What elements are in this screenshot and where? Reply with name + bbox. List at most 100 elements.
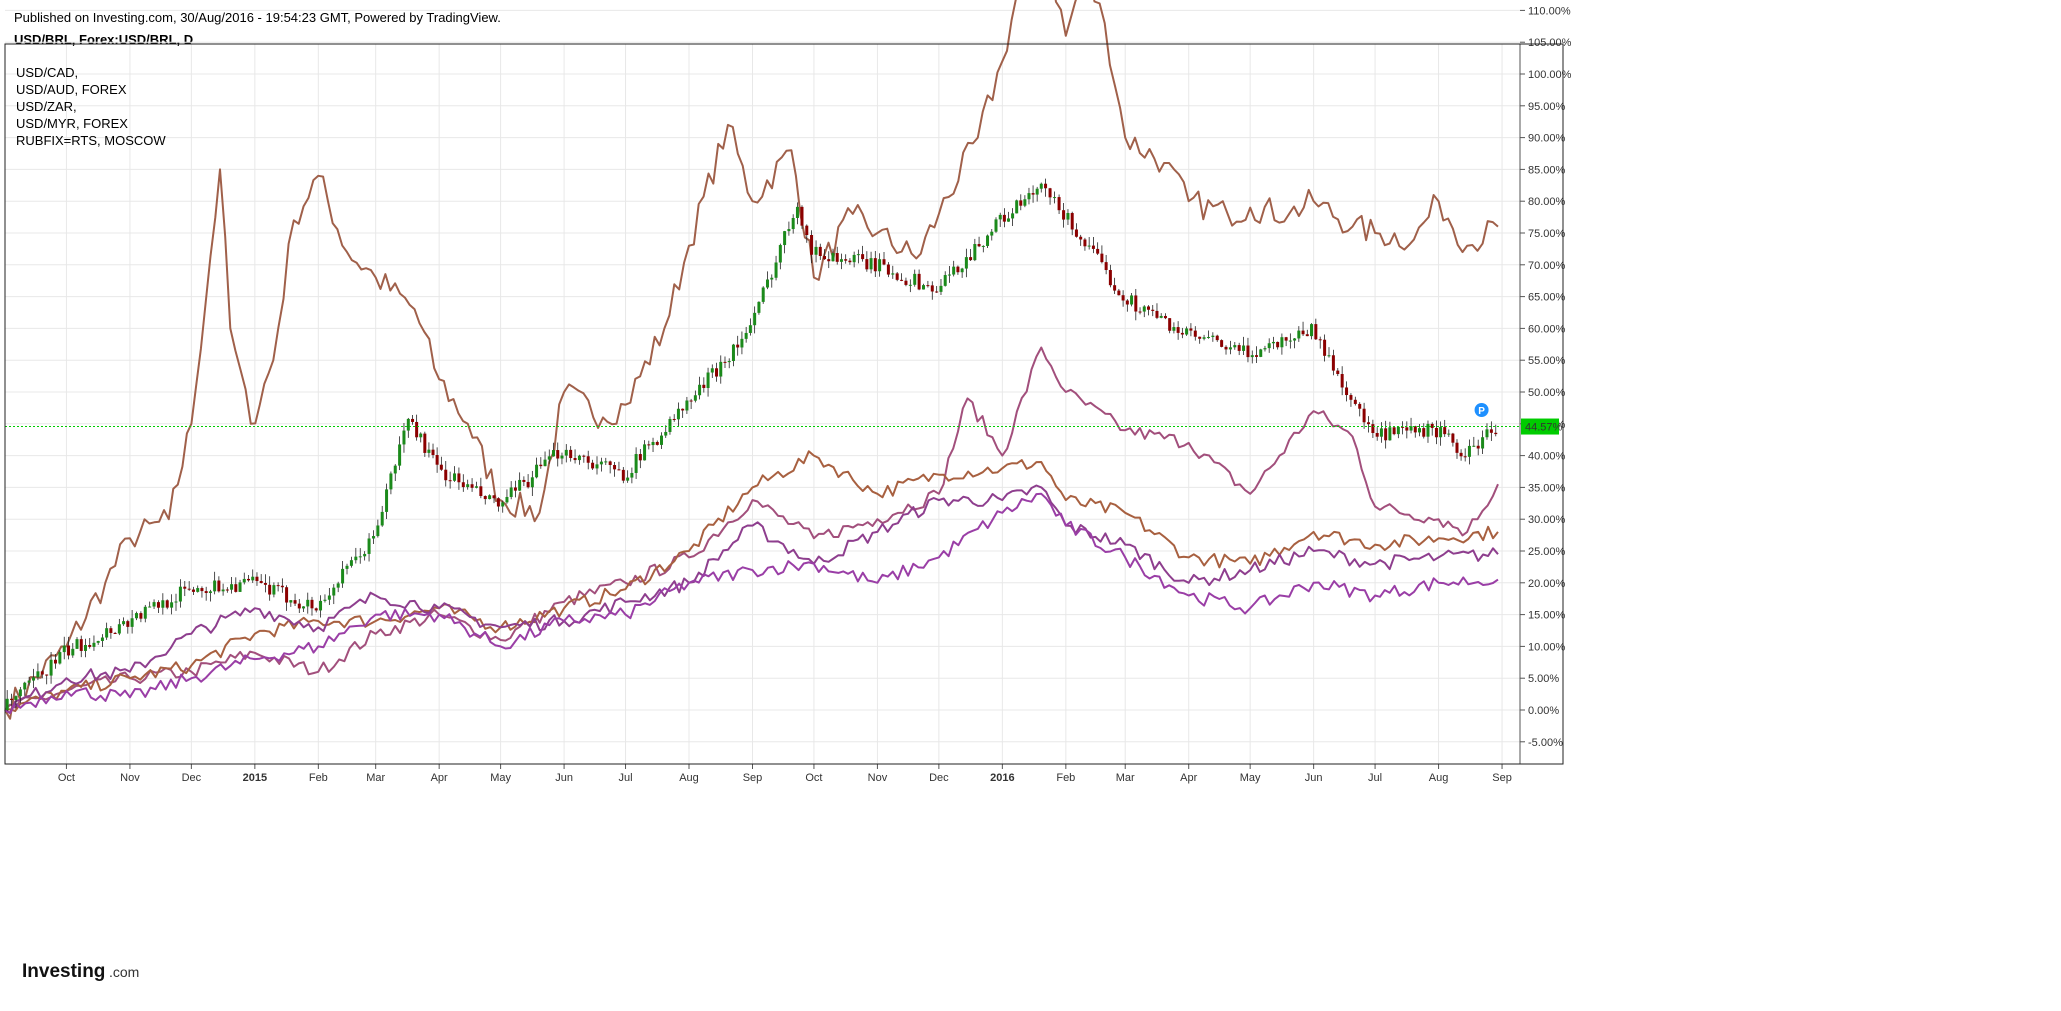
- investing-logo[interactable]: Investing .com: [22, 961, 139, 982]
- candle-body: [582, 455, 586, 457]
- candle-body: [488, 495, 492, 500]
- candle-body: [466, 484, 470, 488]
- candle-body: [217, 580, 221, 592]
- candle-body: [225, 589, 229, 591]
- candle-body: [165, 600, 169, 608]
- price-marker[interactable]: P: [1474, 402, 1489, 417]
- candle-body: [431, 449, 435, 456]
- candle-body: [886, 264, 890, 275]
- x-tick-label: Jul: [618, 772, 632, 784]
- candle-body: [62, 645, 66, 653]
- candle-body: [1288, 340, 1292, 342]
- candle-body: [427, 449, 431, 453]
- candle-body: [917, 273, 921, 290]
- candle-body: [655, 441, 659, 445]
- candle-body: [1091, 245, 1095, 249]
- candle-body: [435, 455, 439, 465]
- candle-body: [1392, 427, 1396, 435]
- candle-body: [1104, 262, 1108, 271]
- x-tick-label: Mar: [366, 772, 385, 784]
- candle-body: [586, 456, 590, 463]
- candle-body: [1366, 422, 1370, 425]
- candle-body: [1138, 311, 1142, 313]
- candle-body: [560, 455, 564, 459]
- price-marker-icon[interactable]: [1474, 402, 1489, 417]
- y-tick-label: 15.00%: [1528, 610, 1566, 622]
- candle-body: [358, 556, 362, 558]
- legend-item: USD/AUD, FOREX: [16, 82, 127, 97]
- x-tick-label: Oct: [58, 772, 75, 784]
- candle-body: [1250, 355, 1254, 358]
- y-tick-label: 60.00%: [1528, 323, 1566, 335]
- candle-body: [823, 256, 827, 260]
- candle-body: [852, 254, 856, 263]
- candle-body: [1070, 213, 1074, 230]
- candle-body: [778, 245, 782, 263]
- candle-body: [1314, 324, 1318, 340]
- series-line-cad: [4, 450, 1499, 712]
- candle-body: [1443, 427, 1447, 435]
- candle-body: [444, 469, 448, 481]
- candle-body: [1340, 374, 1344, 388]
- candle-body: [731, 344, 735, 362]
- candle-body: [947, 274, 951, 276]
- candle-body: [865, 259, 869, 270]
- candle-body: [1375, 432, 1379, 437]
- candle-body: [419, 433, 423, 438]
- candle-body: [234, 584, 238, 592]
- candle-body: [1246, 345, 1250, 358]
- y-tick-label: 100.00%: [1528, 69, 1572, 81]
- candle-body: [336, 583, 340, 588]
- candle-body: [1331, 355, 1335, 371]
- candle-body: [238, 582, 242, 592]
- candle-body: [1066, 213, 1070, 220]
- candle-body: [415, 421, 419, 438]
- candle-body: [530, 477, 534, 488]
- candle-body: [626, 477, 630, 481]
- candle-body: [36, 671, 40, 678]
- candle-body: [1254, 355, 1258, 357]
- candle-body: [183, 586, 187, 589]
- candle-body: [698, 384, 702, 396]
- candle-body: [280, 585, 284, 588]
- candle-body: [457, 473, 461, 483]
- candle-body: [1053, 197, 1057, 199]
- candle-body: [268, 584, 272, 595]
- candle-body: [1353, 399, 1357, 404]
- candle-body: [100, 637, 104, 641]
- candle-body: [1280, 337, 1284, 348]
- candle-body: [1074, 229, 1078, 237]
- candle-body: [1100, 253, 1104, 263]
- y-tick-label: 55.00%: [1528, 355, 1566, 367]
- candle-body: [1113, 285, 1117, 291]
- candle-body: [960, 268, 964, 273]
- candle-body: [139, 613, 143, 619]
- series-layer: [4, 0, 1499, 720]
- candle-body: [1155, 310, 1159, 318]
- candle-body: [306, 599, 310, 607]
- candle-body: [363, 553, 367, 557]
- x-tick-label: Aug: [679, 772, 699, 784]
- candle-body: [67, 645, 71, 656]
- y-tick-label: 40.00%: [1528, 451, 1566, 463]
- candle-body: [702, 384, 706, 388]
- candle-body: [1211, 335, 1215, 337]
- candle-body: [14, 696, 18, 701]
- x-tick-label: May: [490, 772, 511, 784]
- candle-body: [564, 449, 568, 456]
- candle-body: [323, 599, 327, 601]
- candle-body: [719, 361, 723, 377]
- candle-body: [1489, 429, 1493, 433]
- candle-body: [242, 578, 246, 583]
- candle-body: [423, 433, 427, 453]
- candle-body: [1362, 408, 1366, 423]
- candle-body: [1349, 395, 1353, 400]
- candle-body: [1242, 345, 1246, 351]
- candle-body: [255, 576, 259, 582]
- candle-body: [1011, 213, 1015, 219]
- candle-body: [135, 613, 139, 619]
- candle-body: [1297, 330, 1301, 339]
- candle-body: [470, 484, 474, 488]
- candle-body: [994, 219, 998, 232]
